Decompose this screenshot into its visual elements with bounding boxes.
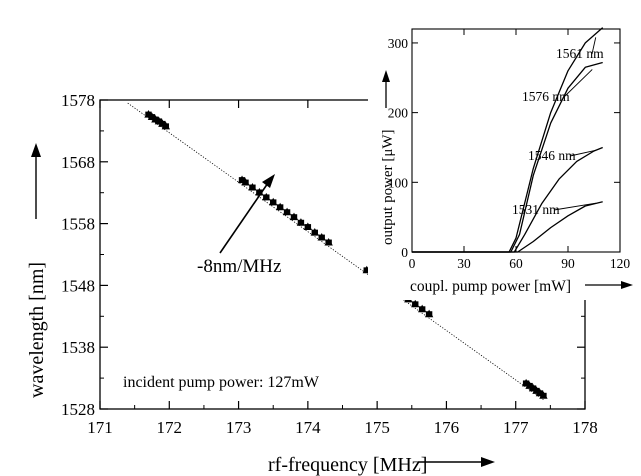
inset-series-leader (563, 69, 593, 98)
main-y-tick-label: 1568 (61, 153, 95, 172)
slope-annotation: -8nm/MHz (197, 256, 281, 277)
main-x-tick-label: 172 (157, 418, 183, 437)
inset-y-axis-label: output power [μW] (380, 129, 396, 245)
main-y-ticks: 1528 1538 1548 1558 1568 1578 (61, 91, 585, 419)
main-data-point-fill (363, 267, 370, 273)
inset-series-lines (412, 27, 604, 253)
inset-x-tick-label: 90 (561, 256, 575, 271)
main-data-point-fill (155, 118, 163, 124)
main-data-point-fill (162, 123, 170, 129)
main-x-axis-label: rf-frequency [MHz] (268, 454, 427, 476)
inset-y-tick-label: 200 (388, 106, 409, 121)
inset-series-labels: 1561 nm 1576 nm 1546 nm 1531 nm (512, 37, 604, 217)
inset-y-tick-label: 100 (388, 175, 409, 190)
main-x-tick-label: 175 (364, 418, 390, 437)
main-y-tick-label: 1538 (61, 338, 95, 357)
inset-x-axis-label: coupl. pump power [mW] (410, 278, 571, 295)
inset-series-label: 1531 nm (512, 202, 560, 217)
inset-y-ticks: 0 100 200 300 (388, 36, 620, 260)
slope-arrow-shaft (219, 182, 269, 254)
main-data-point-fill (242, 179, 249, 185)
main-x-ticks: 171 172 173 174 175 176 177 178 (87, 100, 598, 437)
inset-x-axis-arrow (585, 281, 633, 289)
inset-x-tick-label: 30 (457, 256, 471, 271)
inset-series-label: 1561 nm (556, 46, 604, 61)
inset-y-tick-label: 0 (401, 245, 408, 260)
main-y-axis-label: wavelength [nm] (26, 262, 48, 398)
slope-arrow-head (262, 174, 275, 188)
main-x-axis-arrow (418, 457, 495, 467)
main-y-axis-arrow (31, 143, 41, 219)
inset-y-axis-arrow (382, 70, 390, 108)
inset-series-label: 1546 nm (528, 148, 576, 163)
inset-series-leader (569, 149, 596, 157)
main-data-point-fill (270, 199, 277, 205)
main-data-point-fill (311, 229, 318, 235)
main-data-point-fill (318, 234, 325, 240)
main-data-point-fill (412, 301, 419, 307)
main-data-point-fill (276, 204, 284, 210)
main-data-point-fill (238, 177, 246, 183)
main-y-tick-label: 1578 (61, 91, 95, 110)
main-x-tick-label: 173 (226, 418, 252, 437)
main-data-point-fill (536, 390, 544, 396)
inset-series-leader (591, 37, 597, 55)
inset-series-leader (553, 202, 596, 211)
main-x-tick-label: 176 (434, 418, 460, 437)
inset-y-tick-label: 300 (388, 36, 409, 51)
main-data-point-fill (263, 194, 270, 200)
main-x-tick-label: 178 (572, 418, 598, 437)
main-data-point-fill (526, 382, 533, 389)
inset-plot-background (368, 0, 641, 300)
main-data-point-fill (418, 306, 426, 312)
main-data-point-fill (540, 392, 547, 399)
inset-x-tick-label: 60 (509, 256, 523, 271)
main-y-tick-label: 1528 (61, 400, 95, 419)
main-data-point-fill (529, 385, 537, 391)
main-data-point-fill (297, 219, 305, 225)
main-data-point-fill (522, 380, 530, 386)
main-data-point-fill (425, 311, 433, 317)
main-data-point-fill (304, 224, 312, 230)
main-data-point-fill (159, 120, 166, 127)
inset-x-tick-label: 0 (409, 256, 416, 271)
main-data-point-fill (325, 239, 332, 245)
fit-line (127, 102, 544, 401)
main-data-point-fill (148, 114, 156, 120)
main-y-tick-label: 1558 (61, 215, 95, 234)
main-x-tick-label: 174 (295, 418, 321, 437)
main-data-point-fill (533, 387, 540, 394)
main-data-point-fill (290, 214, 298, 220)
main-x-tick-label: 171 (87, 418, 113, 437)
main-data-point-fill (283, 209, 291, 215)
inset-series-line (412, 201, 603, 253)
main-y-tick-label: 1548 (61, 276, 95, 295)
inset-plot: 0 30 60 90 120 0 100 200 300 1561 nm 1576 nm 1546… (368, 0, 641, 300)
incident-power-annotation: incident pump power: 127mW (123, 374, 320, 391)
main-data-point-fill (256, 189, 263, 195)
main-data-point-fill (249, 184, 256, 190)
inset-x-ticks: 0 30 60 90 120 (409, 29, 631, 271)
inset-x-tick-label: 120 (610, 256, 631, 271)
main-data-point-fill (145, 111, 152, 117)
main-data-point-fill (152, 116, 159, 122)
inset-series-label: 1576 nm (522, 89, 570, 104)
main-x-tick-label: 177 (503, 418, 529, 437)
